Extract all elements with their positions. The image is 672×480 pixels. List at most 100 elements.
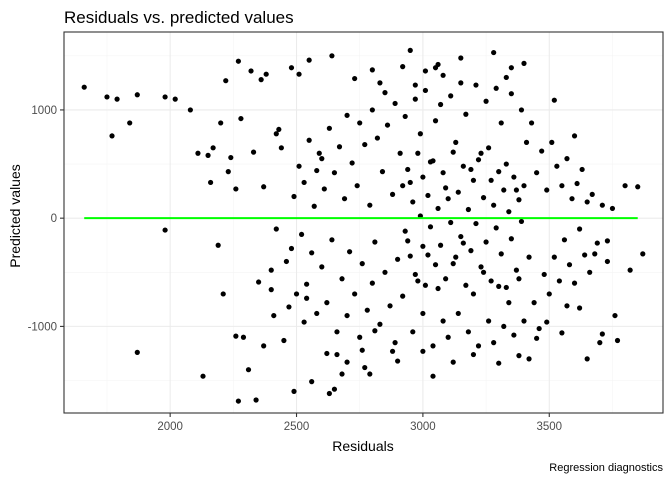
scatter-point: [344, 112, 350, 118]
scatter-point: [470, 177, 477, 183]
scatter-point: [344, 312, 350, 319]
scatter-point: [534, 335, 540, 341]
scatter-point: [357, 120, 363, 126]
scatter-point: [503, 74, 509, 81]
scatter-point: [410, 329, 416, 335]
scatter-point: [306, 137, 312, 143]
scatter-point: [235, 58, 241, 64]
scatter-point: [480, 195, 487, 201]
grid: [64, 32, 663, 413]
scatter-point: [571, 280, 578, 286]
scatter-point: [319, 156, 325, 162]
scatter-point: [460, 240, 466, 246]
scatter-point: [430, 343, 436, 349]
scatter-point: [503, 284, 509, 291]
scatter-point: [551, 254, 557, 260]
scatter-point: [382, 90, 388, 96]
scatter-point: [511, 174, 517, 180]
scatter-point: [162, 94, 168, 100]
scatter-point: [134, 92, 140, 98]
scatter-point: [316, 150, 322, 156]
scatter-point: [450, 359, 456, 365]
scatter-point: [225, 169, 231, 175]
scatter-point: [576, 305, 583, 311]
scatter-point: [263, 71, 269, 77]
scatter-point: [210, 145, 216, 151]
scatter-point: [379, 169, 386, 175]
scatter-point: [609, 205, 616, 212]
scatter-point: [359, 347, 365, 353]
scatter-point: [480, 269, 487, 275]
scatter-point: [486, 318, 492, 324]
scatter-point: [420, 348, 426, 354]
scatter-point: [412, 271, 418, 278]
scatter-point: [435, 285, 441, 292]
scatter-point: [576, 226, 583, 232]
scatter-point: [362, 141, 368, 148]
scatter-point: [304, 281, 310, 287]
scatter-point: [215, 242, 221, 248]
scatter-point: [458, 80, 464, 86]
scatter-point: [369, 280, 375, 286]
scatter-point: [334, 329, 340, 335]
scatter-point: [450, 261, 456, 267]
scatter-point: [584, 356, 590, 362]
scatter-point: [551, 97, 557, 103]
y-tick-label: 1000: [31, 105, 57, 117]
scatter-point: [582, 252, 588, 258]
scatter-point: [443, 185, 449, 191]
scatter-point: [430, 373, 436, 379]
scatter-point: [359, 261, 365, 267]
scatter-point: [569, 196, 575, 202]
x-axis-title: Residuals: [332, 438, 393, 454]
scatter-point: [276, 126, 282, 133]
scatter-point: [435, 205, 441, 212]
scatter-point: [278, 145, 284, 151]
scatter-point: [539, 148, 545, 154]
x-tick-label: 3000: [410, 421, 436, 433]
scatter-point: [460, 163, 466, 169]
scatter-point: [544, 187, 550, 193]
scatter-point: [458, 233, 464, 240]
scatter-point: [235, 398, 241, 404]
scatter-point: [614, 337, 621, 344]
scatter-point: [612, 312, 618, 319]
scatter-point: [635, 184, 641, 190]
scatter-point: [521, 60, 527, 66]
scatter-point: [405, 238, 411, 244]
scatter-point: [599, 331, 605, 337]
scatter-point: [544, 319, 550, 325]
scatter-point: [369, 107, 375, 113]
scatter-point: [207, 179, 214, 186]
scatter-point: [293, 291, 300, 297]
scatter-point: [253, 397, 259, 403]
scatter-point: [392, 340, 398, 346]
scatter-point: [587, 269, 593, 275]
scatter-point: [531, 300, 537, 306]
scatter-point: [501, 187, 507, 193]
scatter-point: [475, 343, 482, 349]
scatter-point: [516, 197, 522, 203]
scatter-point: [407, 179, 413, 186]
scatter-point: [468, 248, 474, 254]
scatter-point: [367, 371, 373, 377]
y-tick-label: -1000: [28, 321, 57, 333]
scatter-point: [483, 239, 489, 245]
scatter-point: [387, 303, 393, 309]
scatter-point: [506, 300, 512, 306]
scatter-point: [400, 293, 406, 299]
scatter-point: [364, 307, 370, 313]
scatter-point: [341, 196, 348, 202]
scatter-point: [352, 291, 358, 297]
scatter-point: [523, 139, 530, 145]
scatter-points: [81, 47, 646, 404]
scatter-point: [357, 334, 363, 340]
scatter-point: [556, 278, 562, 284]
scatter-point: [354, 183, 360, 189]
scatter-point: [627, 267, 633, 273]
scatter-point: [377, 80, 383, 86]
scatter-point: [468, 166, 474, 173]
scatter-point: [498, 120, 504, 126]
scatter-point: [513, 187, 520, 193]
scatter-point: [362, 364, 368, 371]
